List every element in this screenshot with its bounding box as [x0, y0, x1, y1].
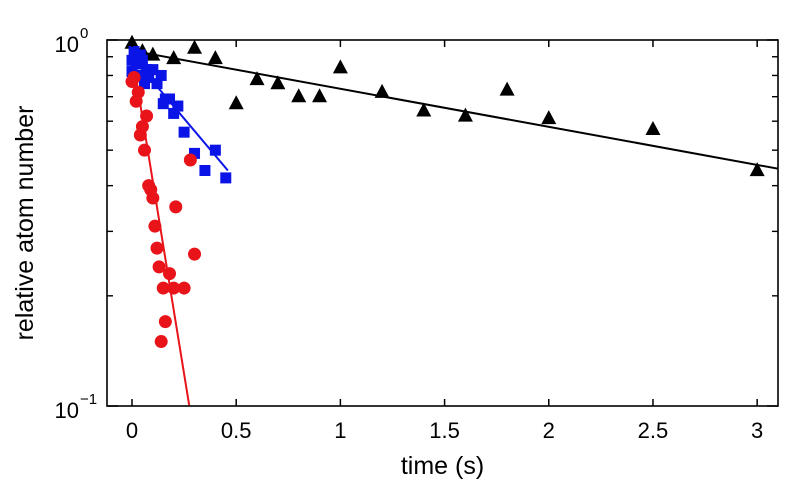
- blue-square-marker: [141, 64, 153, 76]
- blue-square-marker: [168, 107, 180, 119]
- black-triangle-marker: [166, 50, 182, 65]
- black-triangle-marker: [291, 88, 307, 103]
- red-circle-marker: [158, 315, 172, 329]
- plot-frame: [106, 39, 779, 407]
- red-circle-marker: [163, 267, 177, 281]
- red-circle-marker: [148, 219, 162, 233]
- red-circle-marker: [156, 281, 170, 295]
- y-tick-label-base: 10: [55, 398, 79, 423]
- black-triangle-marker: [187, 39, 203, 54]
- red-circle-marker: [152, 260, 166, 274]
- red-circle-marker: [183, 153, 197, 167]
- blue-square-marker: [128, 46, 140, 58]
- black-triangle-marker: [145, 46, 161, 61]
- blue-square-marker: [199, 164, 211, 176]
- x-tick-label: 3: [751, 418, 763, 443]
- blue-square-marker: [147, 64, 159, 76]
- fit-lines: [131, 49, 779, 407]
- black-triangle-marker: [749, 162, 765, 177]
- x-tick-label: 0.5: [221, 418, 252, 443]
- black-fit-line: [131, 49, 779, 170]
- blue-square-marker: [143, 71, 155, 83]
- red-circle-marker: [169, 200, 183, 214]
- blue-square-marker: [139, 78, 151, 90]
- red-circle-marker: [154, 335, 168, 349]
- black-triangle-marker: [541, 110, 557, 125]
- data-markers: [124, 34, 765, 349]
- black-triangle-marker: [332, 59, 348, 74]
- x-tick-label: 2: [543, 418, 555, 443]
- red-circle-marker: [146, 191, 160, 205]
- x-tick-label: 1.5: [429, 418, 460, 443]
- black-triangle-marker: [270, 75, 286, 90]
- x-tick-label: 1: [334, 418, 346, 443]
- y-tick-label-exponent: −1: [80, 391, 97, 408]
- red-circle-marker: [138, 143, 152, 157]
- blue-square-marker: [189, 147, 201, 159]
- red-circle-marker: [150, 241, 164, 255]
- blue-square-marker: [151, 78, 163, 90]
- black-triangle-marker: [416, 102, 432, 117]
- x-axis-label: time (s): [401, 452, 484, 480]
- blue-square-marker: [136, 54, 148, 66]
- blue-square-marker: [178, 126, 190, 138]
- y-axis-label: relative atom number: [11, 106, 39, 341]
- red-circle-marker: [135, 120, 149, 134]
- black-triangle-marker: [645, 120, 661, 135]
- y-tick-label-exponent: 0: [80, 25, 88, 42]
- black-triangle-marker: [249, 71, 265, 86]
- black-triangle-marker: [374, 83, 390, 98]
- blue-square-marker: [164, 93, 176, 105]
- black-triangle-marker: [228, 95, 244, 110]
- black-triangle-marker: [312, 88, 328, 103]
- black-triangle-marker: [457, 107, 473, 122]
- red-circle-marker: [131, 85, 145, 99]
- blue-square-marker: [172, 100, 184, 112]
- black-triangle-marker: [499, 81, 515, 96]
- red-circle-marker: [188, 247, 202, 261]
- red-circle-marker: [140, 109, 154, 123]
- blue-square-marker: [130, 58, 142, 70]
- red-circle-marker: [177, 281, 191, 295]
- x-tick-label: 2.5: [638, 418, 669, 443]
- red-circle-marker: [167, 281, 181, 295]
- blue-square-marker: [220, 172, 232, 184]
- black-triangle-marker: [207, 50, 223, 65]
- y-tick-label-base: 10: [55, 32, 79, 57]
- blue-square-marker: [209, 144, 221, 156]
- red-circle-marker: [127, 70, 141, 84]
- x-tick-label: 0: [126, 418, 138, 443]
- blue-square-marker: [155, 69, 167, 81]
